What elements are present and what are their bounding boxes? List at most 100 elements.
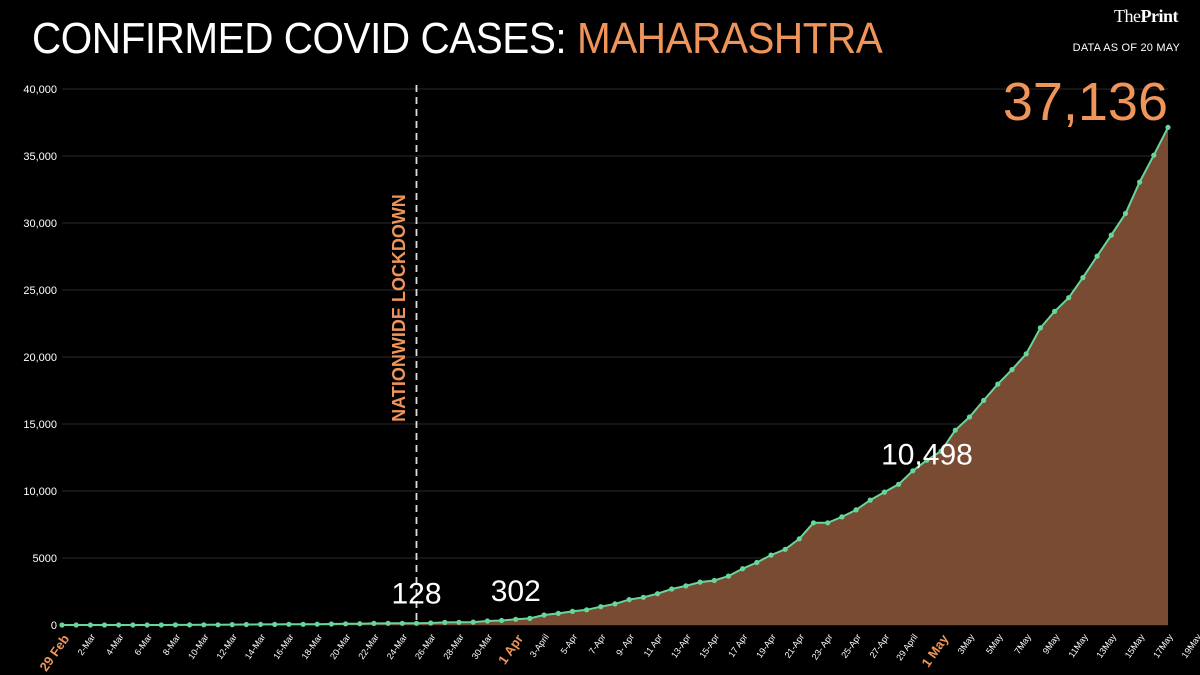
data-point <box>711 577 717 584</box>
y-tick-label: 10,000 <box>23 486 57 498</box>
x-tick-label: 8-Mar <box>161 632 183 657</box>
x-tick-label: 10-Mar <box>186 632 211 661</box>
x-tick-label: 13-Apr <box>669 632 693 660</box>
data-point <box>314 621 320 627</box>
x-tick-label: 5May <box>984 632 1005 656</box>
data-point <box>626 597 632 603</box>
y-tick-label: 25,000 <box>23 285 57 297</box>
data-point <box>1066 295 1072 301</box>
x-tick-label: 30-Mar <box>470 632 495 661</box>
title-highlight: MAHARASHTRA <box>576 14 883 63</box>
data-point <box>499 617 505 624</box>
data-point <box>343 621 349 627</box>
data-point <box>612 601 618 607</box>
data-point <box>215 622 221 628</box>
data-point <box>782 546 788 552</box>
data-point <box>981 397 987 403</box>
x-tick-label: 7May <box>1012 632 1033 656</box>
x-tick-label: 28-Mar <box>441 632 466 661</box>
data-point <box>130 622 136 628</box>
data-point <box>1151 152 1157 158</box>
data-point <box>853 507 859 513</box>
page-title: CONFIRMED COVID CASES: MAHARASHTRA <box>32 10 883 68</box>
x-tick-label: 16-Mar <box>271 632 296 661</box>
value-callout: 128 <box>391 577 441 610</box>
lockdown-label: NATIONWIDE LOCKDOWN <box>389 194 409 422</box>
data-point <box>1165 124 1171 130</box>
data-point <box>810 520 817 526</box>
x-tick-label: 2-Mar <box>76 632 98 657</box>
data-point <box>470 619 476 625</box>
data-point <box>896 481 902 487</box>
data-point <box>87 622 93 628</box>
data-point <box>584 607 590 613</box>
x-tick-label: 12-Mar <box>214 632 239 661</box>
data-point <box>640 594 647 600</box>
x-tick-label: 3May <box>956 632 977 656</box>
data-point <box>825 520 831 526</box>
x-tick-label: 11May <box>1066 632 1090 660</box>
x-tick-label: 19-Apr <box>754 632 778 660</box>
data-point <box>669 586 675 592</box>
x-tick-label: 20-Mar <box>328 632 353 661</box>
x-tick-label: 1 May <box>918 631 951 670</box>
x-tick-label: 15May <box>1123 632 1147 660</box>
x-tick-label: 23- Apr <box>810 632 835 662</box>
data-point <box>569 608 576 615</box>
x-tick-label: 7-Apr <box>587 632 608 656</box>
data-as-of-label: DATA AS OF 20 MAY <box>1072 42 1180 54</box>
data-point <box>541 612 547 618</box>
data-point <box>158 622 164 628</box>
x-tick-label: 1 Apr <box>495 632 526 667</box>
data-point <box>286 621 292 627</box>
data-point <box>272 621 278 628</box>
value-callout: 10,498 <box>881 438 973 471</box>
data-point <box>754 559 760 566</box>
data-point <box>1137 179 1143 185</box>
data-point <box>995 381 1001 387</box>
data-point <box>1122 210 1129 217</box>
data-point <box>598 604 604 610</box>
data-point <box>1080 275 1086 281</box>
data-point <box>229 622 235 628</box>
x-tick-label: 25-Apr <box>839 632 863 660</box>
brand-logo: ThePrint <box>1114 6 1178 26</box>
data-point <box>910 468 916 474</box>
data-point <box>768 552 774 558</box>
x-tick-label: 21-Apr <box>783 632 807 660</box>
data-point <box>300 621 306 627</box>
data-point <box>1108 232 1114 238</box>
data-point <box>697 579 703 585</box>
data-point <box>428 620 434 626</box>
data-point <box>1094 253 1100 259</box>
x-tick-label: 27-Apr <box>868 632 892 660</box>
x-tick-label: 29 April <box>894 632 919 662</box>
data-point <box>527 615 533 622</box>
x-tick-label: 29 Feb <box>36 632 72 674</box>
x-tick-label: 5-Apr <box>559 632 580 656</box>
data-point <box>385 620 391 626</box>
data-point <box>328 621 334 627</box>
x-tick-label: 11 Apr <box>642 632 665 659</box>
x-tick-label: 6-Mar <box>132 632 154 657</box>
data-point <box>966 414 973 420</box>
x-tick-label: 13May <box>1094 632 1118 660</box>
data-point <box>839 514 845 520</box>
data-point <box>399 620 405 626</box>
data-point <box>881 489 888 495</box>
y-tick-label: 40,000 <box>23 84 57 96</box>
final-value-label: 37,136 <box>1003 72 1168 132</box>
y-tick-label: 15,000 <box>23 419 57 431</box>
x-tick-label: 24-Mar <box>385 632 410 661</box>
x-tick-label: 19May <box>1180 632 1200 660</box>
data-point <box>116 622 122 628</box>
data-point <box>1037 325 1043 331</box>
x-tick-label: 22-Mar <box>356 632 381 661</box>
data-point <box>796 536 802 542</box>
data-point <box>371 620 377 627</box>
data-point <box>172 622 178 628</box>
data-point <box>1052 308 1058 314</box>
data-point <box>73 622 79 628</box>
x-tick-label: 17May <box>1151 632 1175 660</box>
